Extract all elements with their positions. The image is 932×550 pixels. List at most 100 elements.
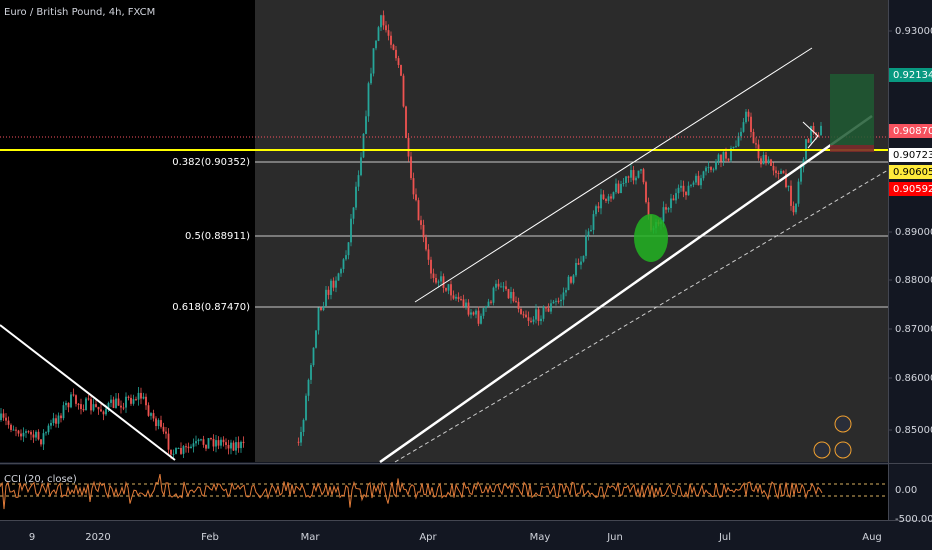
trend-line [0, 324, 176, 461]
event-icon[interactable] [834, 441, 852, 459]
stop-zone [830, 145, 874, 152]
candle-body [365, 116, 367, 134]
candle-body [535, 309, 537, 320]
candle-body [647, 202, 650, 216]
candle-body [715, 161, 717, 170]
candle-body [152, 413, 155, 419]
candle-body [635, 177, 637, 181]
candle-body [727, 158, 730, 161]
candle-body [637, 170, 640, 178]
event-icon[interactable] [834, 415, 852, 433]
candle-body [17, 430, 20, 434]
candle-body [92, 404, 95, 411]
price-label: 0.90592 [893, 184, 932, 195]
candle-body [482, 308, 485, 316]
candle-body [555, 300, 557, 302]
candle-body [755, 143, 757, 145]
candle-body [115, 398, 117, 408]
candle-body [467, 302, 470, 315]
candle-body [757, 144, 760, 159]
candle-body [812, 126, 815, 133]
candle-body [610, 196, 612, 199]
candle-body [540, 318, 542, 322]
candle-body [395, 49, 397, 59]
candle-body [400, 65, 402, 76]
candle-body [582, 255, 585, 262]
candle-body [785, 173, 787, 188]
candle-body [200, 439, 202, 441]
candle-body [507, 289, 510, 299]
candle-body [122, 407, 125, 409]
candle-body [367, 83, 370, 117]
candle-body [470, 312, 472, 315]
candle-body [222, 439, 225, 443]
candle-body [487, 301, 490, 307]
candle-body [580, 261, 582, 265]
candle-body [10, 424, 12, 430]
candle-body [327, 289, 330, 295]
candle-body [415, 194, 417, 201]
candle-body [502, 286, 505, 288]
candles [0, 10, 822, 460]
candle-body [437, 281, 440, 283]
cci [0, 473, 888, 510]
candle-body [305, 395, 307, 420]
candle-body [472, 312, 475, 315]
candle-body [750, 116, 752, 132]
candle-body [620, 183, 622, 194]
candle-body [542, 306, 545, 319]
fib-label: 0.618(0.87470) [172, 302, 250, 313]
candle-body [632, 170, 635, 181]
candle-body [165, 431, 167, 434]
candle-body [547, 308, 550, 312]
candle-body [27, 431, 30, 433]
candle-body [500, 286, 502, 288]
candle-body [420, 220, 422, 225]
candle-body [310, 365, 312, 380]
candle-body [87, 398, 90, 400]
candle-body [440, 276, 442, 282]
price-label: 0.90605 [893, 167, 932, 178]
candle-body [20, 433, 22, 437]
candle-body [682, 185, 685, 192]
candle-body [700, 178, 702, 186]
candle-body [37, 431, 40, 440]
candle-body [65, 402, 67, 406]
candle-body [600, 194, 602, 209]
candle-body [787, 185, 790, 188]
candle-body [532, 319, 535, 322]
candle-body [177, 448, 180, 450]
candle-body [172, 453, 175, 455]
candle-body [207, 438, 210, 449]
candle-body [180, 448, 182, 454]
candle-body [117, 398, 120, 406]
candle-body [2, 413, 5, 418]
highlight-circle [634, 214, 668, 262]
candle-body [575, 262, 577, 276]
candle-body [387, 30, 390, 36]
candle-body [85, 398, 87, 411]
candle-body [32, 434, 35, 438]
candle-body [417, 200, 420, 221]
candle-body [767, 159, 770, 164]
candle-body [492, 287, 495, 303]
candle-body [685, 191, 687, 196]
candle-body [300, 431, 302, 443]
candle-body [622, 182, 625, 184]
candle-body [170, 449, 172, 455]
candle-body [457, 296, 460, 300]
candle-body [237, 442, 240, 449]
candle-body [5, 417, 7, 421]
chart-title: Euro / British Pound, 4h, FXCM [4, 7, 155, 18]
event-icon[interactable] [813, 441, 831, 459]
candle-body [490, 301, 492, 303]
candle-body [42, 433, 45, 445]
fib-label: 0.5(0.88911) [185, 231, 250, 242]
candle-body [340, 268, 342, 274]
candle-body [522, 314, 525, 316]
candle-body [55, 418, 57, 424]
candle-body [465, 302, 467, 307]
